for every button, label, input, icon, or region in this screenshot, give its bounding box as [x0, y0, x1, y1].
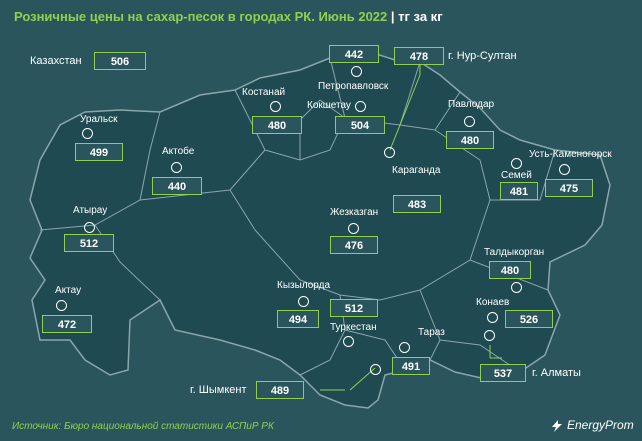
label-aktobe: Актобе — [162, 146, 195, 157]
value-taldykorgan: 480 — [489, 261, 531, 279]
city-marker-atyrau — [84, 222, 95, 233]
value-semey: 481 — [500, 182, 538, 200]
label-semey: Семей — [501, 170, 532, 181]
label-atyrau: Атырау — [73, 205, 108, 216]
value-kostanay: 480 — [252, 116, 302, 134]
city-marker-zhezkazgan — [348, 223, 359, 234]
label-taldykorgan: Талдыкорган — [484, 247, 545, 258]
value-ust-kamenogorsk: 475 — [545, 179, 593, 197]
value-kokshetau: 504 — [335, 116, 385, 134]
value-uralsk: 499 — [75, 143, 123, 161]
city-marker-aktau — [56, 300, 67, 311]
value-kyzylorda: 494 — [277, 310, 319, 328]
city-marker-shymkent — [370, 364, 381, 375]
label-pavlodar: Павлодар — [448, 99, 495, 110]
city-marker-aktobe — [171, 162, 182, 173]
label-shymkent: г. Шымкент — [190, 384, 247, 396]
city-marker-turkestan — [343, 336, 354, 347]
city-marker-taldykorgan — [511, 282, 522, 293]
city-marker-kostanay — [270, 101, 281, 112]
city-marker-karaganda — [384, 147, 395, 158]
label-nur-sultan: г. Нур-Султан — [448, 50, 517, 62]
label-zhezkazgan: Жезказган — [330, 207, 379, 218]
value-aktobe: 440 — [152, 177, 202, 195]
label-karaganda: Караганда — [392, 165, 441, 176]
value-kazakhstan: 506 — [94, 52, 146, 70]
city-marker-ust-kamenogorsk — [559, 164, 570, 175]
label-ust-kamenogorsk: Усть-Каменогорск — [529, 149, 612, 160]
label-aktau: Актау — [55, 285, 82, 296]
value-petropavlovsk: 442 — [329, 45, 379, 63]
value-konaev: 526 — [505, 310, 553, 328]
label-turkestan: Туркестан — [330, 322, 377, 333]
source-note: Источник: Бюро национальной статистики А… — [12, 421, 274, 432]
value-zhezkazgan: 476 — [330, 236, 378, 254]
value-atyrau: 512 — [64, 234, 114, 252]
label-uralsk: Уральск — [80, 114, 118, 125]
label-kyzylorda: Кызылорда — [277, 280, 331, 291]
value-turkestan: 512 — [330, 299, 378, 317]
title-text: Розничные цены на сахар-песок в городах … — [14, 9, 388, 24]
label-kazakhstan: Казахстан — [30, 55, 82, 67]
city-marker-kokshetau — [355, 101, 366, 112]
label-almaty: г. Алматы — [532, 367, 581, 379]
label-petropavlovsk: Петропавловск — [318, 81, 389, 92]
city-marker-taraz — [399, 342, 410, 353]
value-karaganda: 483 — [393, 195, 441, 213]
city-marker-uralsk — [82, 128, 93, 139]
label-kostanay: Костанай — [242, 87, 286, 98]
title-unit: | тг за кг — [390, 9, 443, 24]
value-almaty: 537 — [480, 364, 526, 382]
city-marker-petropavlovsk — [351, 66, 362, 77]
brand-name: EnergyProm — [567, 418, 634, 432]
label-taraz: Тараз — [418, 327, 445, 338]
label-konaev: Конаев — [476, 297, 510, 308]
value-shymkent: 489 — [256, 381, 304, 399]
value-nur-sultan: 478 — [394, 47, 444, 65]
lightning-icon — [552, 419, 562, 432]
city-marker-semey — [511, 158, 522, 169]
energyprom-logo: EnergyProm — [550, 418, 634, 432]
label-kokshetau: Кокшетау — [307, 100, 351, 111]
city-marker-konaev — [487, 312, 498, 323]
page-title: Розничные цены на сахар-песок в городах … — [14, 9, 443, 24]
value-taraz: 491 — [392, 357, 430, 375]
value-pavlodar: 480 — [446, 131, 494, 149]
city-marker-almaty — [484, 330, 495, 341]
city-marker-kyzylorda — [298, 296, 309, 307]
city-marker-pavlodar — [464, 116, 475, 127]
value-aktau: 472 — [42, 315, 92, 333]
